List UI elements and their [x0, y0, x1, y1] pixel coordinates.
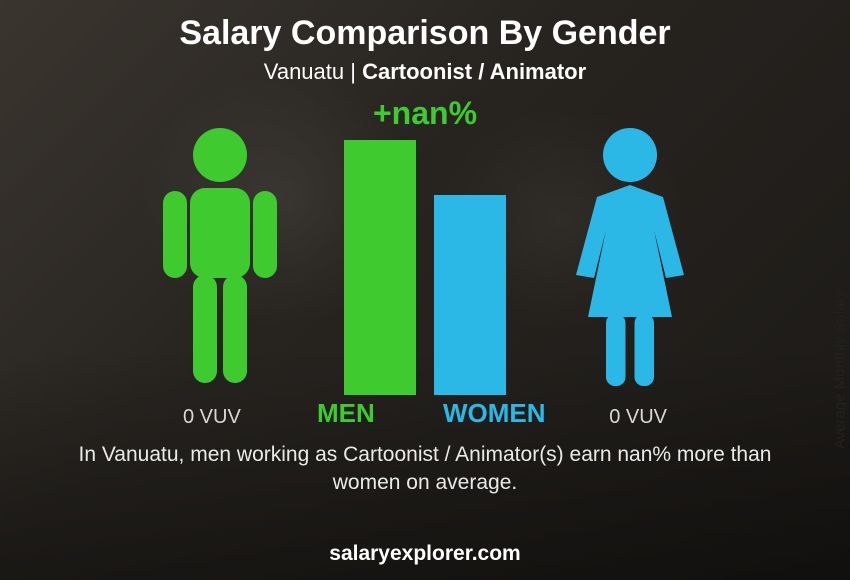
subtitle-separator: | [344, 59, 362, 84]
chart-area: +nan% 0 VUV MEN WOMEN [75, 95, 775, 435]
female-icon [555, 125, 705, 395]
subtitle-location: Vanuatu [264, 59, 344, 84]
summary-text: In Vanuatu, men working as Cartoonist / … [45, 441, 805, 498]
value-label-women: 0 VUV [609, 406, 667, 429]
bar-women [434, 195, 506, 395]
footer-source: salaryexplorer.com [0, 542, 850, 566]
value-label-men: 0 VUV [183, 406, 241, 429]
bar-group [344, 140, 506, 395]
infographic-content: Salary Comparison By Gender Vanuatu | Ca… [0, 0, 850, 580]
category-label-women: WOMEN [443, 398, 546, 429]
subtitle: Vanuatu | Cartoonist / Animator [264, 59, 586, 85]
y-axis-label: Average Monthly Salary [832, 290, 849, 449]
bar-men [344, 140, 416, 395]
subtitle-job: Cartoonist / Animator [362, 59, 586, 84]
main-title: Salary Comparison By Gender [179, 14, 670, 53]
category-label-men: MEN [317, 398, 375, 429]
male-icon [145, 125, 295, 395]
percent-difference-label: +nan% [373, 95, 477, 132]
